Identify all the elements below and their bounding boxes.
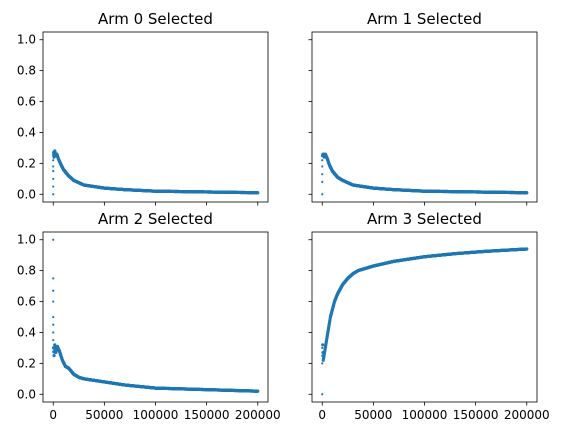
data-point — [256, 389, 260, 393]
y-tick-label: 0.6 — [17, 295, 36, 309]
x-tick-label: 200000 — [504, 408, 550, 422]
data-point — [52, 238, 55, 241]
data-series — [321, 247, 529, 396]
subplot-title: Arm 1 Selected — [367, 10, 482, 28]
x-tick-label: 100000 — [402, 408, 448, 422]
data-point — [52, 159, 55, 162]
y-tick-label: 0.0 — [17, 187, 36, 201]
data-point — [321, 393, 324, 396]
data-series — [320, 152, 529, 196]
y-tick-label: 1.0 — [17, 33, 36, 47]
subplot-arm-2: Arm 2 Selected 0 50000 100000 150000 200000 0.… — [17, 210, 281, 422]
y-tick-label: 0.2 — [17, 356, 36, 370]
data-point — [52, 323, 55, 326]
subplot-arm-1: Arm 1 Selected — [308, 10, 538, 206]
data-point — [52, 289, 55, 292]
x-tick-label: 0 — [49, 408, 57, 422]
data-point — [52, 193, 55, 196]
axes-frame — [42, 31, 269, 203]
data-point — [321, 173, 324, 176]
subplot-title: Arm 0 Selected — [98, 10, 213, 28]
subplot-title: Arm 3 Selected — [367, 210, 482, 228]
data-point — [321, 343, 325, 347]
data-point — [52, 315, 55, 319]
data-point — [321, 165, 324, 168]
x-tick-label: 150000 — [184, 408, 230, 422]
data-point — [321, 362, 324, 365]
data-point — [321, 180, 324, 184]
data-point — [52, 169, 55, 173]
x-tick-label: 0 — [318, 408, 326, 422]
data-point — [321, 346, 324, 350]
axes-frame — [311, 31, 538, 203]
y-tick-label: 0.2 — [17, 156, 36, 170]
data-point — [525, 191, 529, 195]
data-point — [52, 165, 55, 168]
x-tick-label: 100000 — [133, 408, 179, 422]
subplot-arm-0: Arm 0 Selected 0.0 0.2 0.4 0.6 0.8 1.0 — [17, 10, 269, 206]
data-point — [52, 331, 55, 334]
y-tick-label: 0.8 — [17, 64, 36, 78]
data-point — [52, 185, 55, 188]
y-tick-label: 0.8 — [17, 264, 36, 278]
subplot-title: Arm 2 Selected — [98, 210, 213, 228]
x-tick-label: 200000 — [235, 408, 281, 422]
subplot-arm-3: Arm 3 Selected 0 50000 100000 150000 200000 — [308, 210, 550, 422]
data-point — [321, 159, 324, 162]
x-tick-label: 50000 — [354, 408, 392, 422]
y-tick-label: 0.4 — [17, 325, 36, 339]
y-tick-label: 0.0 — [17, 387, 36, 401]
data-point — [256, 191, 260, 195]
y-tick-label: 1.0 — [17, 233, 36, 247]
data-point — [525, 247, 529, 251]
data-point — [52, 300, 55, 303]
data-series — [51, 238, 260, 393]
x-tick-label: 150000 — [453, 408, 499, 422]
data-point — [52, 277, 55, 280]
data-point — [52, 177, 55, 180]
y-tick-label: 0.4 — [17, 125, 36, 139]
y-tick-label: 0.6 — [17, 95, 36, 109]
data-point — [52, 354, 56, 358]
data-point — [52, 339, 55, 342]
x-tick-label: 50000 — [85, 408, 123, 422]
data-point — [321, 193, 324, 196]
data-series — [51, 149, 260, 196]
